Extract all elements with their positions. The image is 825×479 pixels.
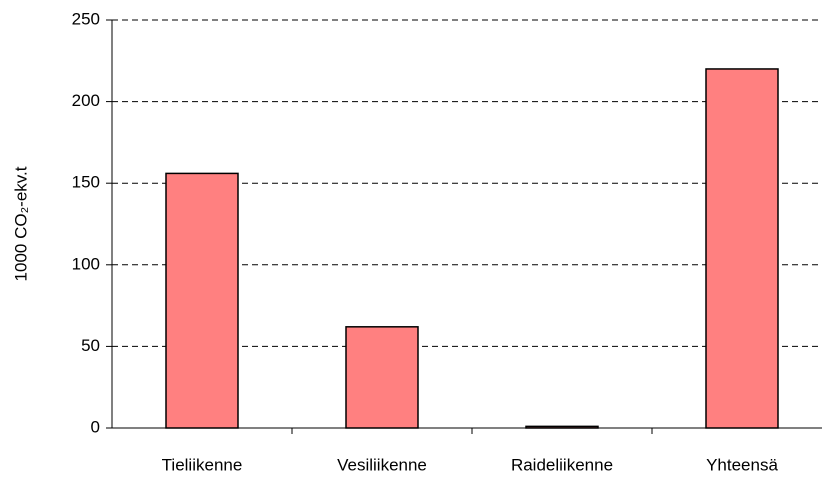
x-tick-label: Vesiliikenne xyxy=(337,455,427,474)
bar xyxy=(345,326,419,429)
y-tick-label: 200 xyxy=(72,91,100,110)
x-tick-label: Tieliikenne xyxy=(162,455,243,474)
y-axis-label: 1000 CO₂-ekv.t xyxy=(11,166,30,281)
y-tick-label: 50 xyxy=(81,336,100,355)
y-tick-label: 100 xyxy=(72,254,100,273)
x-tick-label: Raideliikenne xyxy=(511,455,613,474)
y-tick-label: 150 xyxy=(72,173,100,192)
y-tick-label: 250 xyxy=(72,9,100,28)
bar xyxy=(165,172,239,429)
y-tick-label: 0 xyxy=(91,417,100,436)
bar xyxy=(705,68,779,429)
x-tick-label: Yhteensä xyxy=(706,455,778,474)
bar xyxy=(525,425,599,429)
